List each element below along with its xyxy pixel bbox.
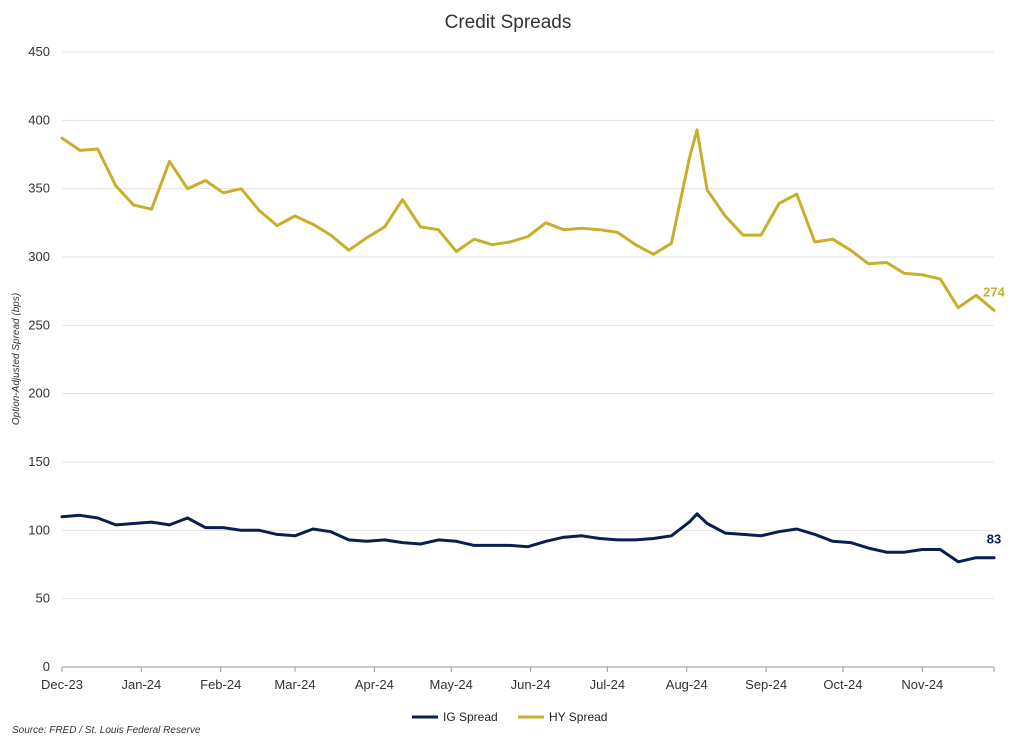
- hy-spread-end-label: 274: [983, 284, 1005, 299]
- y-tick-label: 250: [28, 317, 50, 332]
- x-tick-label: Sep-24: [745, 677, 787, 692]
- y-tick-label: 200: [28, 386, 50, 401]
- x-tick-marks: [61, 667, 995, 672]
- x-tick-label: Nov-24: [901, 677, 943, 692]
- y-tick-label: 50: [36, 591, 50, 606]
- x-tick-label: Jun-24: [511, 677, 551, 692]
- x-tick-label: Jan-24: [121, 677, 161, 692]
- y-tick-label: 400: [28, 112, 50, 127]
- y-tick-label: 450: [28, 44, 50, 59]
- ig-spread-end-label: 83: [987, 532, 1001, 547]
- ig-spread-line: [60, 512, 996, 564]
- x-tick-label: Mar-24: [274, 677, 315, 692]
- legend-hy-label: HY Spread: [549, 710, 607, 724]
- y-tick-label: 100: [28, 522, 50, 537]
- y-tick-label: 350: [28, 181, 50, 196]
- x-tick-label: May-24: [430, 677, 473, 692]
- y-tick-labels: 0 50 100 150 200 250 300 350 400 450: [28, 44, 50, 674]
- series-lines: [60, 128, 996, 564]
- x-tick-label: Oct-24: [823, 677, 862, 692]
- legend-ig-label: IG Spread: [443, 710, 498, 724]
- x-tick-label: Feb-24: [200, 677, 241, 692]
- y-gridlines: [62, 51, 994, 600]
- y-tick-label: 150: [28, 454, 50, 469]
- x-tick-label: Aug-24: [666, 677, 708, 692]
- x-tick-label: Dec-23: [41, 677, 83, 692]
- hy-spread-line: [60, 128, 996, 312]
- y-axis-label: Option-Adjusted Spread (bps): [11, 293, 22, 425]
- x-tick-label: Apr-24: [355, 677, 394, 692]
- y-tick-label: 0: [43, 659, 50, 674]
- end-labels: 83 274: [983, 284, 1005, 546]
- x-tick-labels: Dec-23 Jan-24 Feb-24 Mar-24 Apr-24 May-24 Jun-…: [41, 677, 943, 692]
- x-tick-label: Jul-24: [590, 677, 625, 692]
- source-note: Source: FRED / St. Louis Federal Reserve: [12, 725, 201, 736]
- y-tick-label: 300: [28, 249, 50, 264]
- legend: IG Spread HY Spread: [412, 710, 607, 724]
- chart-title: Credit Spreads: [445, 12, 572, 33]
